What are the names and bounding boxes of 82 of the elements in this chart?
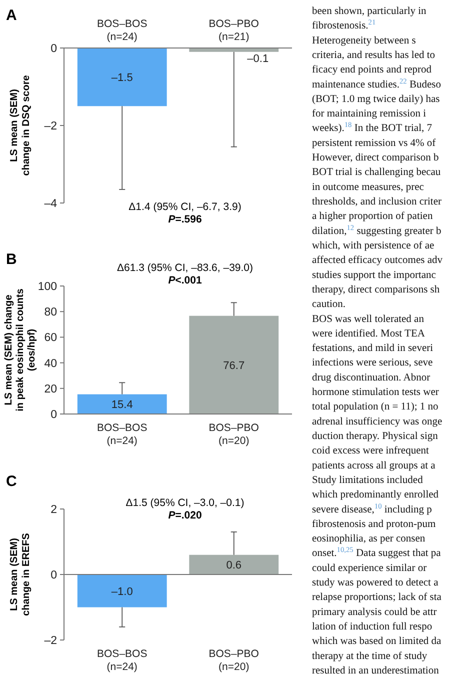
text: ficacy end points and reprod xyxy=(312,64,432,76)
text: in outcome measures, prec xyxy=(312,182,424,193)
chart-title: C xyxy=(6,473,17,490)
text: resulted in an underestimation xyxy=(312,665,440,676)
data-label: –0.1 xyxy=(247,53,269,65)
y-tick-label: –2 xyxy=(44,120,57,132)
text: (BOT; 1.0 mg twice daily) has xyxy=(312,94,440,105)
text: drug discontinuation. Abnor xyxy=(312,372,431,384)
y-tick-label: 40 xyxy=(44,358,57,370)
text: adrenal insufficiency was onge xyxy=(312,416,442,428)
text: fibrostenosis.$^{21}$ xyxy=(312,17,376,32)
y-tick-label: 2 xyxy=(50,504,57,516)
text: affected efficacy outcomes adv xyxy=(312,255,444,266)
text: were identified. Most TEA xyxy=(312,328,426,340)
text: for maintaining remission i xyxy=(312,108,426,120)
x-tick-label: BOS–BOS (n=24) xyxy=(97,648,148,673)
text: coid excess were infrequent xyxy=(312,446,429,457)
text: Heterogeneity between s xyxy=(312,35,416,46)
data-label: –1.0 xyxy=(111,586,133,598)
chart-title: B xyxy=(6,251,17,268)
text: hormone stimulation tests wer xyxy=(312,387,440,398)
text: dilation,$^{12}$ suggesting greater b xyxy=(312,222,442,237)
text: a higher proportion of patien xyxy=(312,211,434,222)
text: maintenance studies.$^{22}$ Budeso xyxy=(312,76,441,90)
text: fibrostenosis and proton-pum xyxy=(312,518,436,530)
text: infections were serious, seve xyxy=(312,358,434,369)
text: persistent remission vs 4% of xyxy=(312,138,436,149)
text: been shown, particularly in xyxy=(312,6,428,17)
text: onset.$^{10,25}$ Data suggest that pa xyxy=(312,544,442,560)
y-tick-label: 80 xyxy=(44,306,57,319)
annotation: Δ1.4 (95% CI, –6.7, 3.9) xyxy=(128,201,242,213)
text: lation of induction full respo xyxy=(312,622,432,633)
y-axis-title: LS mean (SEM) change in EREFS xyxy=(9,532,32,616)
text: severe disease,$^{10}$ including p xyxy=(312,500,432,516)
text: patients across all groups at a xyxy=(312,460,436,472)
text: relapse proportions; lack of sta xyxy=(312,592,442,604)
chart-title: A xyxy=(6,7,17,24)
data-label: –1.5 xyxy=(111,72,133,84)
annotation: P<.001 xyxy=(168,274,202,286)
text: BOT trial is challenging becau xyxy=(312,167,442,178)
y-tick-label: 0 xyxy=(50,570,57,582)
data-label: 76.7 xyxy=(223,360,245,372)
text: studies support the importanc xyxy=(312,270,436,281)
y-tick-label: 0 xyxy=(50,43,57,55)
y-axis-title: LS mean (SEM) change in peak eosinophil counts (eos/hpf) xyxy=(3,288,38,412)
text: which was based on limited da xyxy=(312,636,442,648)
text: caution. xyxy=(312,299,346,310)
text: BOS was well tolerated an xyxy=(312,314,425,325)
annotation: P=.020 xyxy=(168,510,202,522)
text: criteria, and results has led to xyxy=(312,50,436,61)
text: eosinophilia, as per consen xyxy=(312,534,426,545)
text: weeks).$^{18}$ In the BOT trial, 7 xyxy=(312,120,432,134)
y-axis-title: LS mean (SEM) change in DSQ score xyxy=(9,74,32,176)
text: which, with persistence of ae xyxy=(312,240,435,252)
text: study was powered to detect a xyxy=(312,578,439,589)
y-tick-label: –2 xyxy=(44,635,57,647)
text: However, direct comparison b xyxy=(312,152,439,164)
x-tick-label: BOS–PBO (n=20) xyxy=(208,422,259,447)
data-label: 15.4 xyxy=(111,399,133,412)
y-tick-label: 60 xyxy=(44,332,57,344)
y-tick-label: –4 xyxy=(44,198,58,210)
text: P=.596 xyxy=(168,214,202,226)
text: total population (n = 11); 1 no xyxy=(312,402,438,413)
text: festations, and mild in severi xyxy=(312,343,434,354)
text: could experience similar or xyxy=(312,562,428,574)
x-tick-label: BOS–PBO (n=21) xyxy=(208,18,259,43)
text: therapy at the time of study xyxy=(312,650,428,662)
x-tick-label: BOS–BOS (n=24) xyxy=(97,18,148,43)
text: which predominantly enrolled xyxy=(312,490,440,501)
y-tick-label: 100 xyxy=(38,281,57,293)
text: primary analysis could be attr xyxy=(312,606,438,618)
y-tick-label: 0 xyxy=(50,409,57,421)
x-tick-label: BOS–PBO (n=20) xyxy=(208,648,259,673)
text: thresholds, and inclusion criter xyxy=(312,196,442,208)
text: Δ61.3 (95% CI, –83.6, –39.0) xyxy=(116,262,254,274)
annotation: Δ1.5 (95% CI, –3.0, –0.1) xyxy=(126,497,244,509)
x-tick-label: BOS–BOS (n=24) xyxy=(97,422,148,447)
text: therapy, direct comparisons sh xyxy=(312,284,440,296)
text: Study limitations included xyxy=(312,474,424,486)
text: duction therapy. Physical sign xyxy=(312,431,439,442)
y-tick-label: 20 xyxy=(44,383,57,396)
data-label: 0.6 xyxy=(226,560,242,572)
